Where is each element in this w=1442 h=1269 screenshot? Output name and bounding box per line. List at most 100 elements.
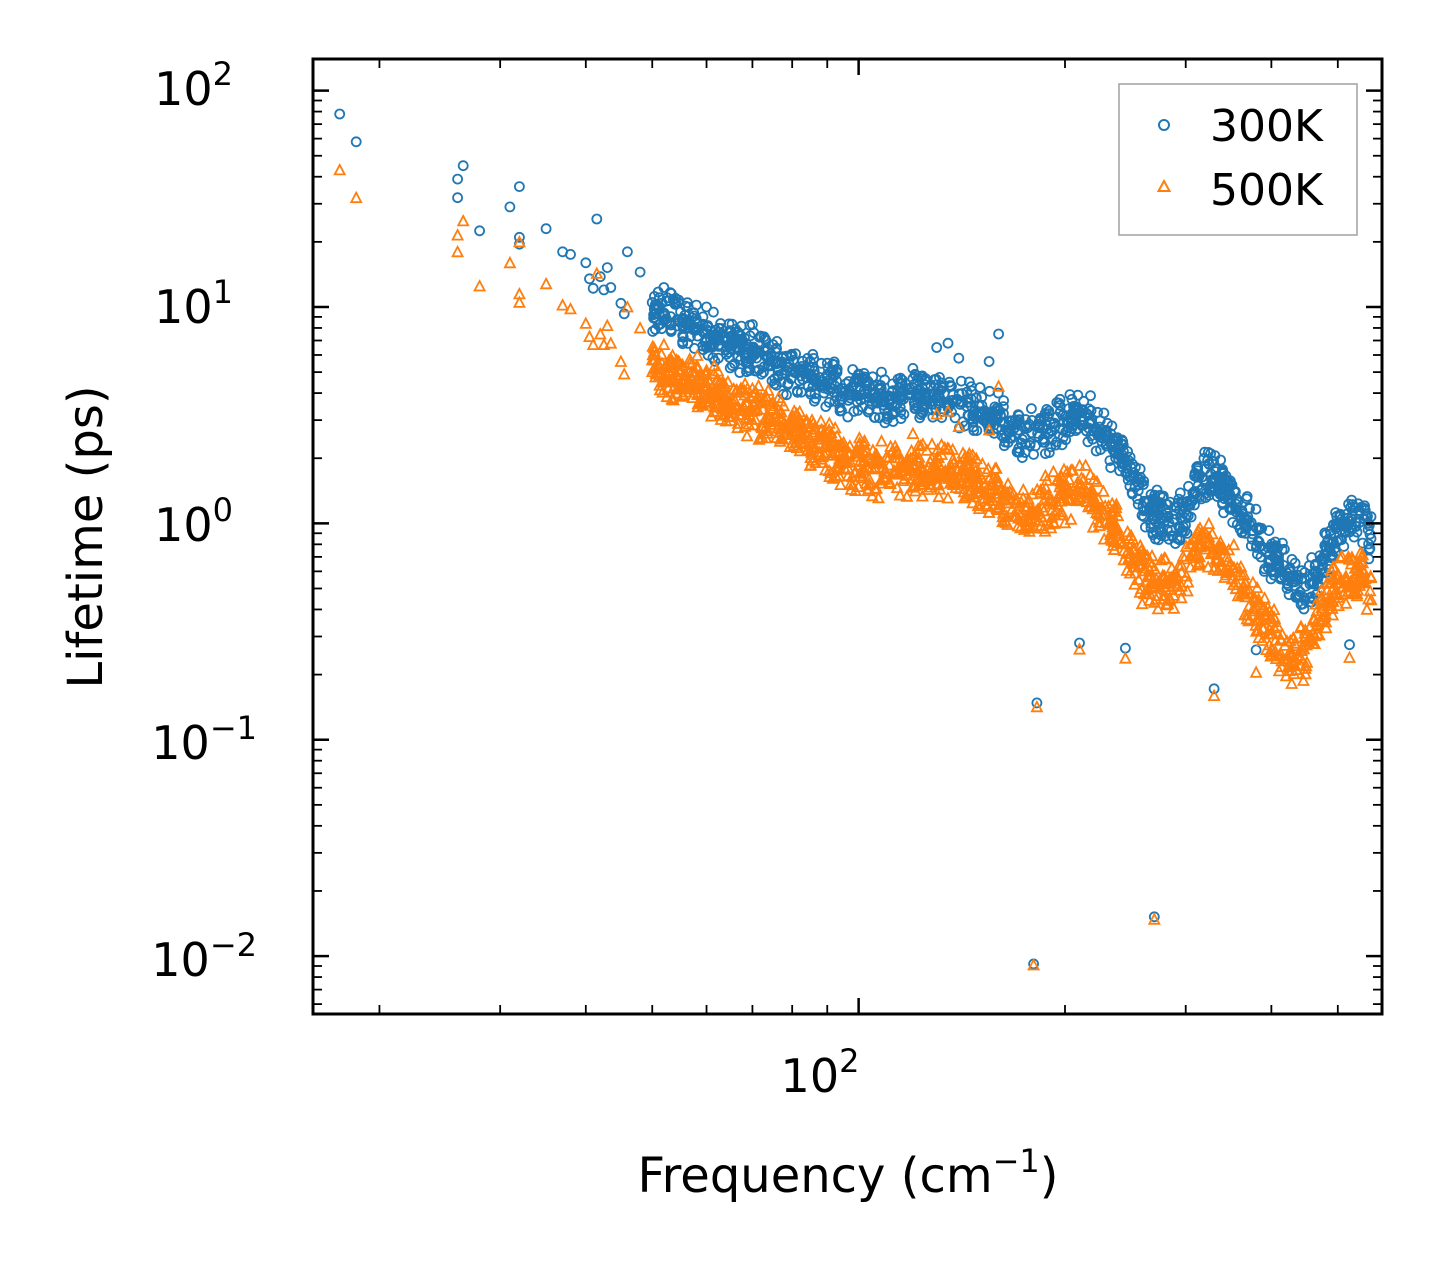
point-300k xyxy=(741,366,752,378)
point-500k xyxy=(451,228,465,241)
point-500k xyxy=(841,460,855,474)
point-300k xyxy=(708,306,719,318)
point-500k xyxy=(702,391,716,405)
point-300k xyxy=(540,223,552,235)
point-500k xyxy=(852,438,866,451)
point-300k xyxy=(1192,462,1204,474)
point-300k xyxy=(1148,496,1159,508)
point-500k xyxy=(1001,476,1015,490)
point-500k xyxy=(1324,563,1338,576)
point-500k xyxy=(1026,487,1039,500)
point-300k xyxy=(782,377,794,389)
point-300k xyxy=(1308,576,1319,588)
point-300k xyxy=(791,385,803,397)
point-500k xyxy=(1039,480,1053,494)
point-500k xyxy=(1170,570,1184,583)
point-500k xyxy=(968,459,982,472)
point-500k xyxy=(900,455,914,468)
point-500k xyxy=(804,439,818,452)
point-300k xyxy=(807,362,818,373)
point-300k xyxy=(594,271,606,283)
point-300k xyxy=(654,318,666,330)
point-500k xyxy=(1327,570,1341,583)
point-300k xyxy=(1074,406,1086,418)
point-500k xyxy=(1070,481,1084,495)
point-500k xyxy=(766,401,780,414)
point-300k xyxy=(1132,485,1144,497)
point-300k xyxy=(1078,395,1090,407)
point-300k xyxy=(1250,644,1262,656)
point-300k xyxy=(961,386,973,398)
point-300k xyxy=(1145,518,1157,529)
point-500k xyxy=(707,400,721,413)
point-500k xyxy=(1079,458,1093,471)
point-300k xyxy=(1326,538,1337,549)
point-500k xyxy=(819,445,833,459)
point-500k xyxy=(1263,644,1277,658)
point-500k xyxy=(1137,546,1151,560)
point-500k xyxy=(645,364,659,378)
point-500k xyxy=(653,378,667,391)
point-500k xyxy=(1021,512,1035,526)
point-300k xyxy=(1042,428,1054,440)
point-500k xyxy=(721,374,735,388)
point-500k xyxy=(1214,554,1228,567)
point-500k xyxy=(988,461,1002,474)
point-500k xyxy=(1159,579,1173,593)
point-500k xyxy=(1202,530,1216,543)
point-300k xyxy=(1041,423,1053,435)
point-500k xyxy=(1320,576,1334,589)
point-500k xyxy=(1089,497,1103,511)
point-300k xyxy=(809,373,820,385)
point-500k xyxy=(1085,482,1099,495)
point-500k xyxy=(861,483,875,497)
point-500k xyxy=(564,301,577,315)
point-500k xyxy=(503,255,517,269)
point-300k xyxy=(1199,446,1211,458)
point-500k xyxy=(1295,643,1308,656)
point-500k xyxy=(1073,458,1087,471)
point-500k xyxy=(711,377,725,390)
point-300k xyxy=(646,296,658,308)
point-500k xyxy=(742,417,756,430)
point-500k xyxy=(700,363,713,376)
point-500k xyxy=(670,367,684,381)
point-500k xyxy=(862,460,876,474)
point-500k xyxy=(941,465,955,478)
point-500k xyxy=(1030,699,1044,713)
point-300k xyxy=(1254,523,1266,535)
point-500k xyxy=(1350,574,1364,587)
point-300k xyxy=(705,333,716,345)
point-500k xyxy=(1229,581,1243,595)
point-500k xyxy=(1246,575,1260,588)
point-300k xyxy=(457,160,469,172)
point-500k xyxy=(908,484,922,497)
point-500k xyxy=(1170,579,1184,592)
point-500k xyxy=(633,321,647,334)
point-500k xyxy=(1181,575,1195,588)
point-500k xyxy=(882,458,896,471)
point-500k xyxy=(833,444,847,457)
point-500k xyxy=(998,513,1012,526)
point-300k xyxy=(831,366,843,378)
point-300k xyxy=(869,412,881,423)
point-500k xyxy=(1073,489,1087,503)
point-300k xyxy=(658,282,670,293)
point-300k xyxy=(715,323,727,334)
point-500k xyxy=(942,442,956,455)
legend: 300K 500K xyxy=(1118,83,1358,236)
point-300k xyxy=(1054,393,1066,405)
point-500k xyxy=(752,378,766,392)
point-500k xyxy=(906,426,920,440)
point-300k xyxy=(907,362,919,374)
point-500k xyxy=(1267,620,1281,634)
y-tick-label-0.01: 10−2 xyxy=(151,926,257,987)
point-500k xyxy=(614,354,628,367)
point-500k xyxy=(1037,503,1051,517)
point-500k xyxy=(1046,496,1060,510)
point-500k xyxy=(1045,502,1059,515)
point-300k xyxy=(894,376,906,388)
point-500k xyxy=(583,329,596,343)
point-500k xyxy=(1179,569,1193,582)
point-300k xyxy=(1319,548,1330,560)
